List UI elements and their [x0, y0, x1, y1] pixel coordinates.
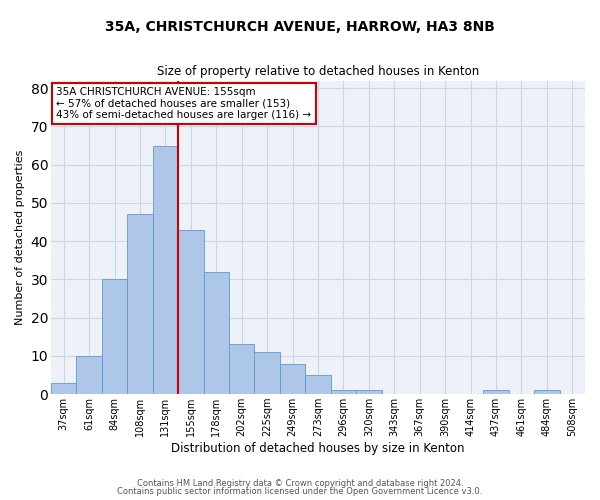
Bar: [305, 375, 331, 394]
Text: 35A CHRISTCHURCH AVENUE: 155sqm
← 57% of detached houses are smaller (153)
43% o: 35A CHRISTCHURCH AVENUE: 155sqm ← 57% of…: [56, 87, 311, 120]
Bar: [356, 390, 382, 394]
Bar: [254, 352, 280, 394]
Y-axis label: Number of detached properties: Number of detached properties: [15, 150, 25, 325]
X-axis label: Distribution of detached houses by size in Kenton: Distribution of detached houses by size …: [171, 442, 465, 455]
Bar: [534, 390, 560, 394]
Bar: [178, 230, 203, 394]
Bar: [76, 356, 102, 394]
Bar: [229, 344, 254, 394]
Bar: [102, 280, 127, 394]
Bar: [203, 272, 229, 394]
Bar: [280, 364, 305, 394]
Bar: [331, 390, 356, 394]
Bar: [127, 214, 152, 394]
Text: Contains HM Land Registry data © Crown copyright and database right 2024.: Contains HM Land Registry data © Crown c…: [137, 478, 463, 488]
Bar: [152, 146, 178, 394]
Text: 35A, CHRISTCHURCH AVENUE, HARROW, HA3 8NB: 35A, CHRISTCHURCH AVENUE, HARROW, HA3 8N…: [105, 20, 495, 34]
Title: Size of property relative to detached houses in Kenton: Size of property relative to detached ho…: [157, 65, 479, 78]
Bar: [51, 382, 76, 394]
Text: Contains public sector information licensed under the Open Government Licence v3: Contains public sector information licen…: [118, 487, 482, 496]
Bar: [483, 390, 509, 394]
